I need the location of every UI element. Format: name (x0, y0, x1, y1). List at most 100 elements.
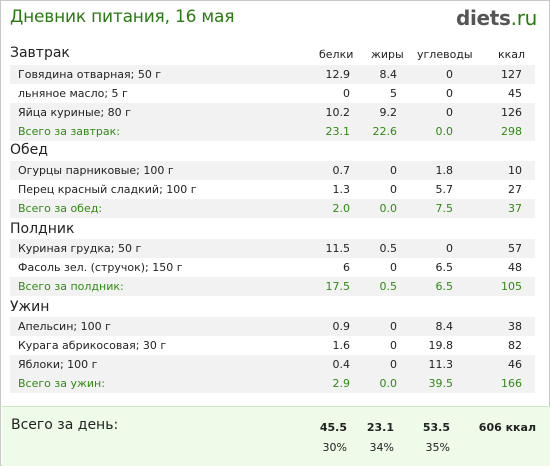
food-name: Яблоки; 100 г (18, 358, 98, 371)
fat-total: 0.0 (379, 202, 398, 215)
fat-value: 0.5 (379, 242, 398, 255)
col-header-protein: белки (319, 48, 354, 61)
food-name: льняное масло; 5 г (18, 87, 128, 100)
day-kcal: 606 ккал (478, 421, 536, 434)
protein-value: 0.9 (332, 320, 351, 333)
logo-tld: .ru (510, 6, 538, 30)
protein-value: 12.9 (325, 68, 351, 81)
carbs-value: 1.8 (435, 164, 454, 177)
table-row: Апельсин; 100 г 0.9 0 8.4 38 (10, 317, 535, 336)
total-label: Всего за завтрак: (18, 125, 121, 138)
fat-value: 0 (390, 164, 397, 177)
kcal-value: 45 (508, 87, 522, 100)
kcal-value: 126 (501, 106, 522, 119)
fat-value: 9.2 (379, 106, 398, 119)
fat-value: 0 (390, 358, 397, 371)
total-label: Всего за ужин: (18, 377, 105, 390)
carbs-value: 11.3 (428, 358, 454, 371)
protein-value: 1.3 (332, 183, 351, 196)
protein-value: 11.5 (325, 242, 351, 255)
meal-total-row: Всего за полдник: 17.5 0.5 6.5 105 (10, 277, 535, 296)
col-header-kcal: ккал (498, 48, 526, 61)
carbs-value: 19.8 (428, 339, 454, 352)
carbs-total: 6.5 (435, 280, 454, 293)
food-name: Куриная грудка; 50 г (18, 242, 142, 255)
kcal-value: 57 (508, 242, 522, 255)
food-name: Говядина отварная; 50 г (18, 68, 162, 81)
carbs-value: 0 (446, 68, 453, 81)
carbs-total: 39.5 (428, 377, 454, 390)
logo-main: diets (455, 6, 511, 30)
kcal-value: 10 (508, 164, 522, 177)
table-row: Яйца куриные; 80 г 10.2 9.2 0 126 (10, 103, 535, 122)
carbs-value: 8.4 (435, 320, 454, 333)
carbs-value: 0 (446, 87, 453, 100)
protein-value: 0.4 (332, 358, 351, 371)
table-row: льняное масло; 5 г 0 5 0 45 (10, 84, 535, 103)
food-name: Курага абрикосовая; 30 г (18, 339, 167, 352)
food-name: Яйца куриные; 80 г (18, 106, 131, 119)
food-name: Огурцы парниковые; 100 г (18, 164, 174, 177)
kcal-total: 105 (501, 280, 522, 293)
day-fat: 23.1 (366, 421, 394, 434)
day-protein: 45.5 (319, 421, 347, 434)
meal-total-row: Всего за обед: 2.0 0.0 7.5 37 (10, 199, 535, 218)
day-carbs: 53.5 (422, 421, 450, 434)
protein-value: 0 (343, 87, 350, 100)
protein-value: 1.6 (332, 339, 351, 352)
carbs-value: 0 (446, 242, 453, 255)
fat-total: 22.6 (372, 125, 398, 138)
protein-total: 23.1 (325, 125, 351, 138)
col-header-fat: жиры (371, 48, 404, 61)
protein-value: 0.7 (332, 164, 351, 177)
carbs-value: 6.5 (435, 261, 454, 274)
kcal-total: 166 (501, 377, 522, 390)
protein-value: 10.2 (325, 106, 351, 119)
day-protein-percent: 30% (322, 441, 347, 454)
protein-total: 2.9 (332, 377, 351, 390)
kcal-total: 298 (501, 125, 522, 138)
table-row: Огурцы парниковые; 100 г 0.7 0 1.8 10 (10, 161, 535, 180)
fat-value: 5 (390, 87, 397, 100)
fat-value: 0 (390, 339, 397, 352)
total-label: Всего за обед: (18, 202, 103, 215)
table-row: Яблоки; 100 г 0.4 0 11.3 46 (10, 355, 535, 374)
col-header-carbs: углеводы (417, 48, 473, 61)
meal-title: Ужин (10, 299, 50, 315)
carbs-value: 0 (446, 106, 453, 119)
kcal-total: 37 (508, 202, 522, 215)
meal-title: Завтрак (10, 45, 70, 61)
table-row: Перец красный сладкий; 100 г 1.3 0 5.7 2… (10, 180, 535, 199)
day-total-panel: Всего за день: 45.5 23.1 53.5 606 ккал 3… (2, 406, 550, 466)
fat-total: 0.5 (379, 280, 398, 293)
fat-value: 0 (390, 320, 397, 333)
kcal-value: 46 (508, 358, 522, 371)
site-logo[interactable]: diets.ru (456, 6, 537, 30)
total-label: Всего за полдник: (18, 280, 124, 293)
table-row: Говядина отварная; 50 г 12.9 8.4 0 127 (10, 65, 535, 84)
meal-total-row: Всего за ужин: 2.9 0.0 39.5 166 (10, 374, 535, 393)
food-name: Перец красный сладкий; 100 г (18, 183, 197, 196)
kcal-value: 82 (508, 339, 522, 352)
meal-title: Обед (10, 142, 48, 158)
table-row: Курага абрикосовая; 30 г 1.6 0 19.8 82 (10, 336, 535, 355)
kcal-value: 48 (508, 261, 522, 274)
protein-value: 6 (343, 261, 350, 274)
day-carbs-percent: 35% (425, 441, 450, 454)
fat-value: 0 (390, 183, 397, 196)
meal-total-row: Всего за завтрак: 23.1 22.6 0.0 298 (10, 122, 535, 141)
kcal-value: 127 (501, 68, 522, 81)
protein-total: 2.0 (332, 202, 351, 215)
fat-value: 8.4 (379, 68, 398, 81)
table-row: Куриная грудка; 50 г 11.5 0.5 0 57 (10, 239, 535, 258)
day-total-label: Всего за день: (11, 417, 119, 433)
page-title: Дневник питания, 16 мая (10, 7, 235, 27)
kcal-value: 27 (508, 183, 522, 196)
food-name: Фасоль зел. (стручок); 150 г (18, 261, 183, 274)
fat-value: 0 (390, 261, 397, 274)
food-name: Апельсин; 100 г (18, 320, 111, 333)
kcal-value: 38 (508, 320, 522, 333)
protein-total: 17.5 (325, 280, 351, 293)
carbs-total: 0.0 (435, 125, 454, 138)
